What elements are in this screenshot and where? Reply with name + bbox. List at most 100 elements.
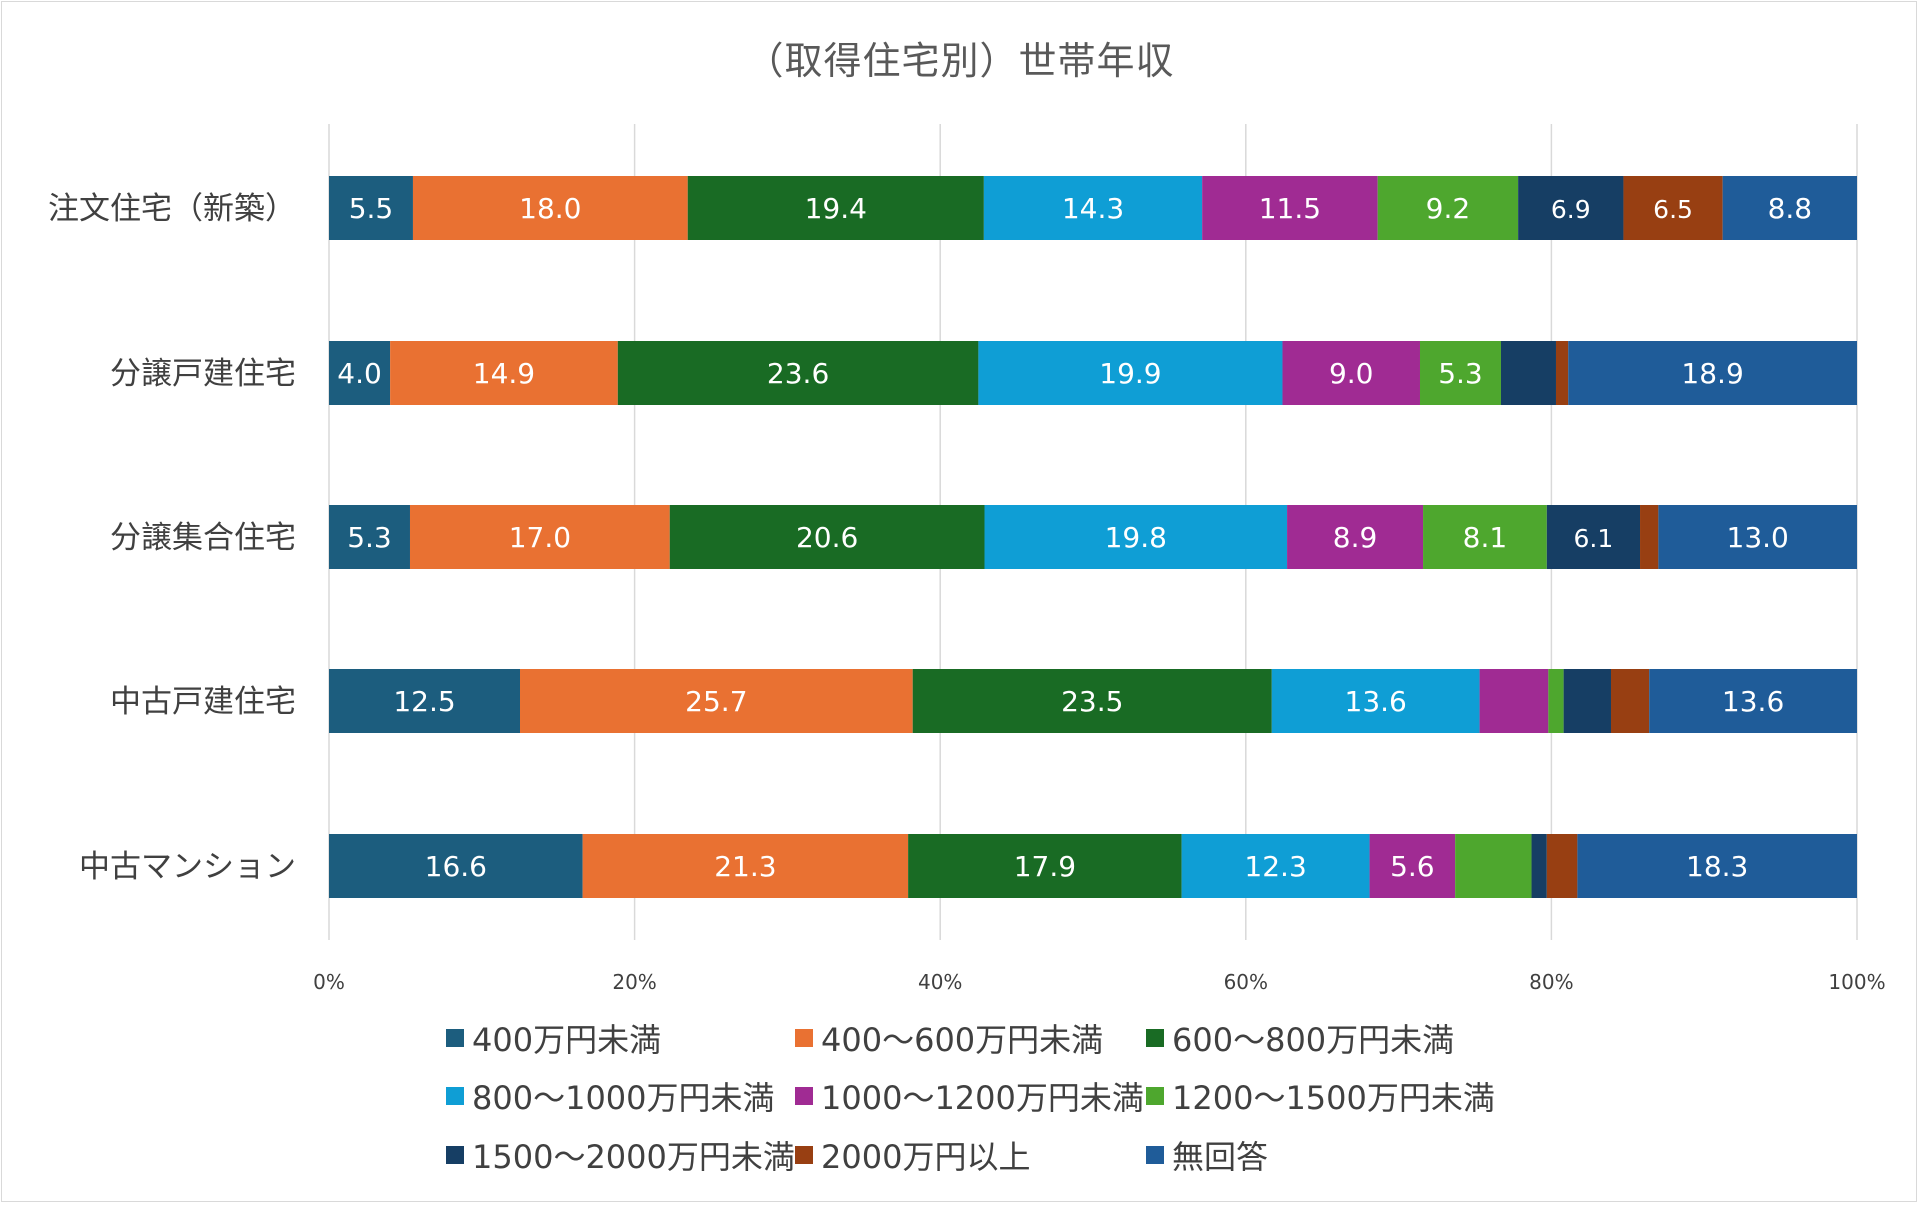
bar-segment (1577, 834, 1857, 898)
category-label: 中古戸建住宅 (110, 684, 296, 720)
bar-segment (983, 176, 1203, 240)
bar-segment (1369, 834, 1456, 898)
data-label: 6.1 (1574, 524, 1614, 553)
bar-segment (912, 669, 1272, 733)
legend-item: 2000万円以上 (795, 1135, 1031, 1176)
data-label: 25.7 (685, 685, 747, 718)
data-label: 6.5 (1653, 195, 1693, 224)
legend-item: 1000～1200万円未満 (795, 1076, 1144, 1117)
bar-segment (1518, 176, 1624, 240)
data-label: 17.9 (1014, 850, 1076, 883)
legend-label: 無回答 (1172, 1138, 1269, 1176)
bar-segment (1610, 669, 1650, 733)
bar-segment (1555, 341, 1569, 405)
legend-item: 800～1000万円未満 (446, 1076, 775, 1117)
data-label: 13.6 (1722, 685, 1784, 718)
bar-segment (669, 505, 985, 569)
bar-segment (617, 341, 979, 405)
bar-segment (1377, 176, 1519, 240)
x-tick-label: 40% (918, 970, 962, 994)
data-label: 8.9 (1333, 521, 1378, 554)
bar-segment (1271, 669, 1480, 733)
data-label: 18.3 (1686, 850, 1748, 883)
chart-title: （取得住宅別）世帯年収 (745, 39, 1175, 83)
bar-segment (409, 505, 670, 569)
bar-segment (520, 669, 913, 733)
legend-label: 1200～1500万円未満 (1172, 1079, 1495, 1117)
bar-segment (1623, 176, 1723, 240)
data-label: 13.6 (1345, 685, 1407, 718)
legend-swatch (1146, 1087, 1164, 1105)
legend-label: 400～600万円未満 (821, 1021, 1104, 1059)
bar-segment (1546, 505, 1641, 569)
x-tick-label: 0% (313, 970, 345, 994)
bar-segment (1568, 341, 1857, 405)
legend-swatch (446, 1146, 464, 1164)
legend-swatch (1146, 1029, 1164, 1047)
data-label: 18.0 (519, 192, 581, 225)
bar-segment (412, 176, 688, 240)
data-label: 23.5 (1061, 685, 1123, 718)
x-tick-label: 100% (1828, 970, 1885, 994)
data-label: 13.0 (1727, 521, 1789, 554)
legend-label: 800～1000万円未満 (472, 1079, 775, 1117)
category-label: 分譲集合住宅 (110, 520, 296, 556)
data-label: 19.9 (1099, 357, 1161, 390)
bar-segment (1658, 505, 1857, 569)
legend-item: 400～600万円未満 (795, 1018, 1104, 1059)
legend-label: 2000万円以上 (821, 1138, 1031, 1176)
legend-label: 1500～2000万円未満 (472, 1138, 795, 1176)
category-label: 中古マンション (79, 849, 296, 885)
bar-segment (908, 834, 1182, 898)
data-label: 23.6 (767, 357, 829, 390)
bar-segment (1287, 505, 1424, 569)
data-label: 20.6 (796, 521, 858, 554)
legend-label: 1000～1200万円未満 (821, 1079, 1144, 1117)
bar-segment (390, 341, 618, 405)
data-label: 12.3 (1244, 850, 1306, 883)
data-label: 5.3 (347, 521, 392, 554)
data-label: 5.6 (1390, 850, 1435, 883)
data-label: 14.3 (1062, 192, 1124, 225)
category-label: 注文住宅（新築） (48, 191, 296, 227)
legend-swatch (446, 1087, 464, 1105)
data-label: 9.0 (1329, 357, 1374, 390)
bar-segment (1181, 834, 1370, 898)
legend-swatch (795, 1087, 813, 1105)
data-label: 4.0 (337, 357, 382, 390)
bar-segment (978, 341, 1283, 405)
bar-segment (1546, 834, 1578, 898)
bar-segment (1563, 669, 1611, 733)
data-label: 8.8 (1768, 192, 1813, 225)
x-tick-label: 20% (612, 970, 656, 994)
data-label: 5.5 (349, 192, 394, 225)
data-label: 14.9 (473, 357, 535, 390)
bar-segment (1531, 834, 1547, 898)
legend-item: 1500～2000万円未満 (446, 1135, 795, 1176)
data-label: 5.3 (1438, 357, 1483, 390)
bar-segment (329, 505, 410, 569)
data-label: 9.2 (1426, 192, 1471, 225)
data-label: 11.5 (1259, 192, 1321, 225)
bar-segment (1479, 669, 1549, 733)
bar-segment (329, 669, 520, 733)
category-label: 分譲戸建住宅 (110, 356, 296, 392)
bar-segment (329, 834, 583, 898)
bar-segment (1722, 176, 1857, 240)
legend-swatch (795, 1029, 813, 1047)
data-label: 16.6 (425, 850, 487, 883)
legend-swatch (446, 1029, 464, 1047)
legend-label: 400万円未満 (472, 1021, 662, 1059)
bar-segment (329, 176, 413, 240)
x-tick-label: 80% (1529, 970, 1573, 994)
bar-segment (329, 341, 391, 405)
bar-segment (582, 834, 909, 898)
data-label: 21.3 (714, 850, 776, 883)
bar-segment (1282, 341, 1420, 405)
bar-segment (1419, 341, 1501, 405)
data-label: 8.1 (1463, 521, 1508, 554)
data-label: 18.9 (1681, 357, 1743, 390)
bar-segment (1649, 669, 1857, 733)
